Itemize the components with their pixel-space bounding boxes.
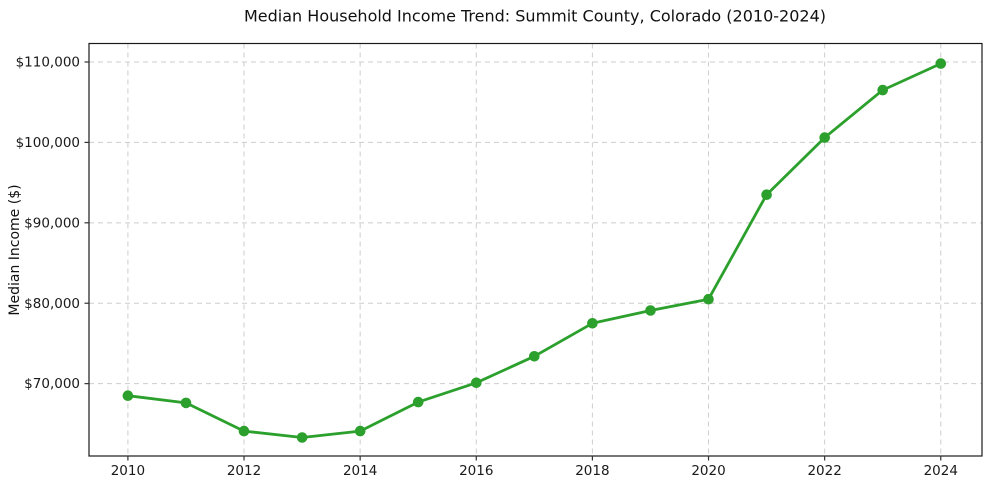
y-tick-label: $90,000 [24,215,80,231]
data-point-marker [180,397,192,409]
data-point-marker [412,396,424,408]
data-point-marker [819,132,830,143]
data-point-marker [471,377,482,389]
data-point-marker [761,189,772,200]
data-point-marker [935,58,947,69]
data-point-marker [877,84,888,96]
y-tick-label: $70,000 [24,376,80,392]
x-tick-label: 2012 [227,463,261,479]
data-point-marker [587,318,598,329]
x-tick-label: 2022 [807,463,841,479]
data-point-marker [296,432,308,443]
x-tick-label: 2024 [924,463,958,479]
data-point-marker [122,390,134,402]
data-point-marker [645,305,656,316]
x-tick-label: 2018 [575,463,609,479]
x-tick-label: 2010 [111,463,145,479]
chart-title: Median Household Income Trend: Summit Co… [244,6,826,26]
y-tick-label: $110,000 [16,55,80,71]
data-point-marker [238,425,250,437]
data-point-marker [529,351,540,362]
x-tick-label: 2014 [343,463,377,479]
y-tick-label: $80,000 [24,296,80,312]
trend-line [126,62,943,439]
x-tick-label: 2016 [459,463,493,479]
plot-border [88,42,983,457]
y-axis-label: Median Income ($) [7,184,23,316]
y-tick-label: $100,000 [16,135,80,151]
x-tick-label: 2020 [691,463,725,479]
data-point-marker [354,425,366,437]
data-point-marker [703,293,714,305]
